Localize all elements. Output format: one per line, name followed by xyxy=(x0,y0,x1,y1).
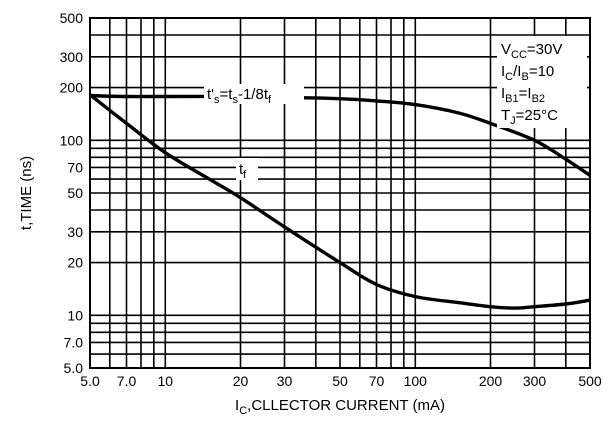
y-tick-label: 70 xyxy=(67,159,83,175)
x-tick-label: 5.0 xyxy=(80,373,100,389)
series-lines xyxy=(88,93,591,310)
plot-frame xyxy=(89,17,591,369)
x-tick-label: 500 xyxy=(578,373,602,389)
condition-vcc: VCC=30V xyxy=(501,41,562,61)
y-tick-label: 100 xyxy=(60,132,84,148)
y-tick-label: 20 xyxy=(67,255,83,271)
x-tick-label: 20 xyxy=(233,373,249,389)
condition-ic-ib: IC/IB=10 xyxy=(501,63,554,83)
series-label-tf: tf xyxy=(236,158,258,181)
x-tick-label: 7.0 xyxy=(117,373,137,389)
x-tick-label: 200 xyxy=(479,373,503,389)
x-tick-label: 10 xyxy=(158,373,174,389)
svg-text:t's=ts-1/8tf: t's=ts-1/8tf xyxy=(207,86,272,106)
y-tick-label: 5.0 xyxy=(64,360,84,376)
x-tick-label: 30 xyxy=(277,373,293,389)
series-label-ts-prime: t's=ts-1/8tf xyxy=(204,84,304,106)
svg-text:tf: tf xyxy=(239,161,247,181)
tick-labels: 5.0 7.0 10 20 30 50 70 100 200 300 500 5.0 7.0 10 20 30… xyxy=(60,10,602,389)
y-tick-label: 7.0 xyxy=(64,334,84,350)
x-tick-label: 70 xyxy=(369,373,385,389)
series-line-tf xyxy=(88,93,591,310)
y-tick-label: 200 xyxy=(60,80,84,96)
x-tick-label: 100 xyxy=(404,373,428,389)
x-tick-label: 50 xyxy=(332,373,348,389)
x-tick-label: 300 xyxy=(523,373,547,389)
x-axis-title: IC,CLLECTOR CURRENT (mA) xyxy=(235,397,445,417)
y-tick-label: 10 xyxy=(67,307,83,323)
condition-ib1-ib2: IB1=IB2 xyxy=(501,85,545,105)
y-tick-label: 50 xyxy=(67,185,83,201)
condition-tj: TJ=25°C xyxy=(501,107,558,127)
y-tick-label: 30 xyxy=(67,224,83,240)
y-tick-label: 300 xyxy=(60,49,84,65)
conditions-legend: VCC=30V IC/IB=10 IB1=IB2 TJ=25°C xyxy=(497,36,587,128)
y-tick-label: 500 xyxy=(60,10,84,26)
series-line-ts-prime xyxy=(89,93,591,177)
y-axis-title: t,TIME (ns) xyxy=(18,156,35,230)
